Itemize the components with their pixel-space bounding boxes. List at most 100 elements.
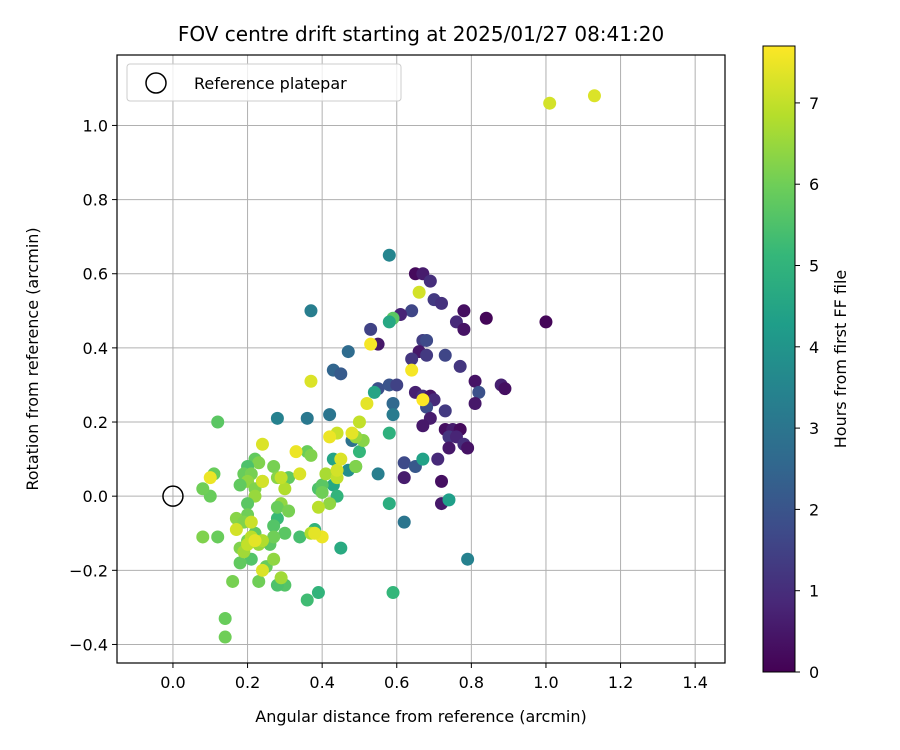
scatter-point (461, 552, 475, 566)
scatter-point (442, 441, 456, 455)
y-tick-label: 0.8 (83, 191, 108, 210)
colorbar-label: Hours from first FF file (831, 270, 850, 449)
scatter-point (345, 426, 359, 440)
scatter-point (457, 322, 471, 336)
plot-frame (116, 54, 726, 664)
scatter-point (405, 304, 419, 318)
scatter-point (472, 385, 486, 399)
x-axis-label: Angular distance from reference (arcmin) (255, 707, 586, 726)
scatter-point (304, 374, 318, 388)
scatter-point (386, 396, 400, 410)
legend-reference-icon (145, 72, 167, 94)
colorbar-tick-label: 5 (809, 257, 819, 276)
scatter-point (334, 541, 348, 555)
scatter-point (435, 474, 449, 488)
legend-entry-reference: Reference platepar (194, 74, 347, 93)
scatter-point (255, 474, 269, 488)
scatter-point (196, 482, 210, 496)
scatter-point (267, 519, 281, 533)
scatter-point (397, 515, 411, 529)
scatter-point (323, 408, 337, 422)
scatter-point (311, 500, 325, 514)
y-axis-label: Rotation from reference (arcmin) (23, 227, 42, 490)
x-tick-label: 0.6 (384, 673, 409, 692)
scatter-point (349, 460, 363, 474)
scatter-point (255, 437, 269, 451)
scatter-point (311, 586, 325, 600)
scatter-point (386, 586, 400, 600)
scatter-point (405, 363, 419, 377)
scatter-point (386, 408, 400, 422)
scatter-point (468, 374, 482, 388)
x-tick-label: 1.0 (533, 673, 558, 692)
colorbar-tick-label: 4 (809, 338, 819, 357)
scatter-point (293, 467, 307, 481)
colorbar-tick-label: 6 (809, 175, 819, 194)
y-tick-label: 0.2 (83, 413, 108, 432)
scatter-point (382, 248, 396, 262)
scatter-point (435, 296, 449, 310)
scatter-point (300, 411, 314, 425)
colorbar-tick-label: 2 (809, 500, 819, 519)
scatter-point (382, 497, 396, 511)
scatter-point (334, 452, 348, 466)
legend: Reference platepar (126, 63, 402, 102)
scatter-point (252, 574, 266, 588)
y-tick-label: 1.0 (83, 116, 108, 135)
scatter-point (438, 404, 452, 418)
scatter-point (323, 430, 337, 444)
colorbar-ticks: 0 1 2 3 4 5 6 7 (795, 94, 819, 682)
scatter-point (457, 304, 471, 318)
scatter-point (431, 452, 445, 466)
scatter-point (420, 348, 434, 362)
y-tick-label: 0.6 (83, 265, 108, 284)
y-tick-label: 0.4 (83, 339, 108, 358)
colorbar-gradient (762, 45, 796, 673)
colorbar: 0 1 2 3 4 5 6 7 Hours from first FF file (762, 45, 850, 682)
y-tick-label: −0.2 (69, 561, 108, 580)
scatter-point (416, 393, 430, 407)
scatter-point (293, 530, 307, 544)
scatter-point (274, 471, 288, 485)
scatter-point (244, 515, 258, 529)
scatter-point (453, 359, 467, 373)
scatter-point (390, 378, 404, 392)
scatter-point (278, 526, 292, 540)
scatter-point (300, 593, 314, 607)
x-tick-label: 0.4 (309, 673, 334, 692)
scatter-point (330, 463, 344, 477)
y-axis-ticks: −0.4 −0.2 0.0 0.2 0.4 0.6 0.8 1.0 (69, 116, 117, 654)
scatter-point (252, 456, 266, 470)
scatter-point (319, 467, 333, 481)
colorbar-tick-label: 7 (809, 94, 819, 113)
colorbar-tick-label: 1 (809, 582, 819, 601)
scatter-point (203, 471, 217, 485)
scatter-point (442, 493, 456, 507)
scatter-point (416, 452, 430, 466)
scatter-point (382, 426, 396, 440)
scatter-point (255, 563, 269, 577)
scatter-point (423, 274, 437, 288)
scatter-point (267, 552, 281, 566)
scatter-point (323, 497, 337, 511)
legend-box (126, 63, 402, 102)
y-tick-label: 0.0 (83, 487, 108, 506)
scatter-point (371, 467, 385, 481)
colorbar-tick-label: 3 (809, 419, 819, 438)
scatter-point (543, 96, 557, 110)
scatter-point (241, 497, 255, 511)
scatter-point (267, 460, 281, 474)
scatter-point (248, 534, 262, 548)
scatter-point (274, 571, 288, 585)
scatter-point (334, 367, 348, 381)
scatter-point (218, 630, 232, 644)
scatter-point (382, 315, 396, 329)
scatter-point (282, 504, 296, 518)
scatter-point (308, 526, 322, 540)
x-tick-label: 1.2 (608, 673, 633, 692)
scatter-point (211, 530, 225, 544)
scatter-point (352, 415, 366, 429)
scatter-point (196, 530, 210, 544)
scatter-point (539, 315, 553, 329)
